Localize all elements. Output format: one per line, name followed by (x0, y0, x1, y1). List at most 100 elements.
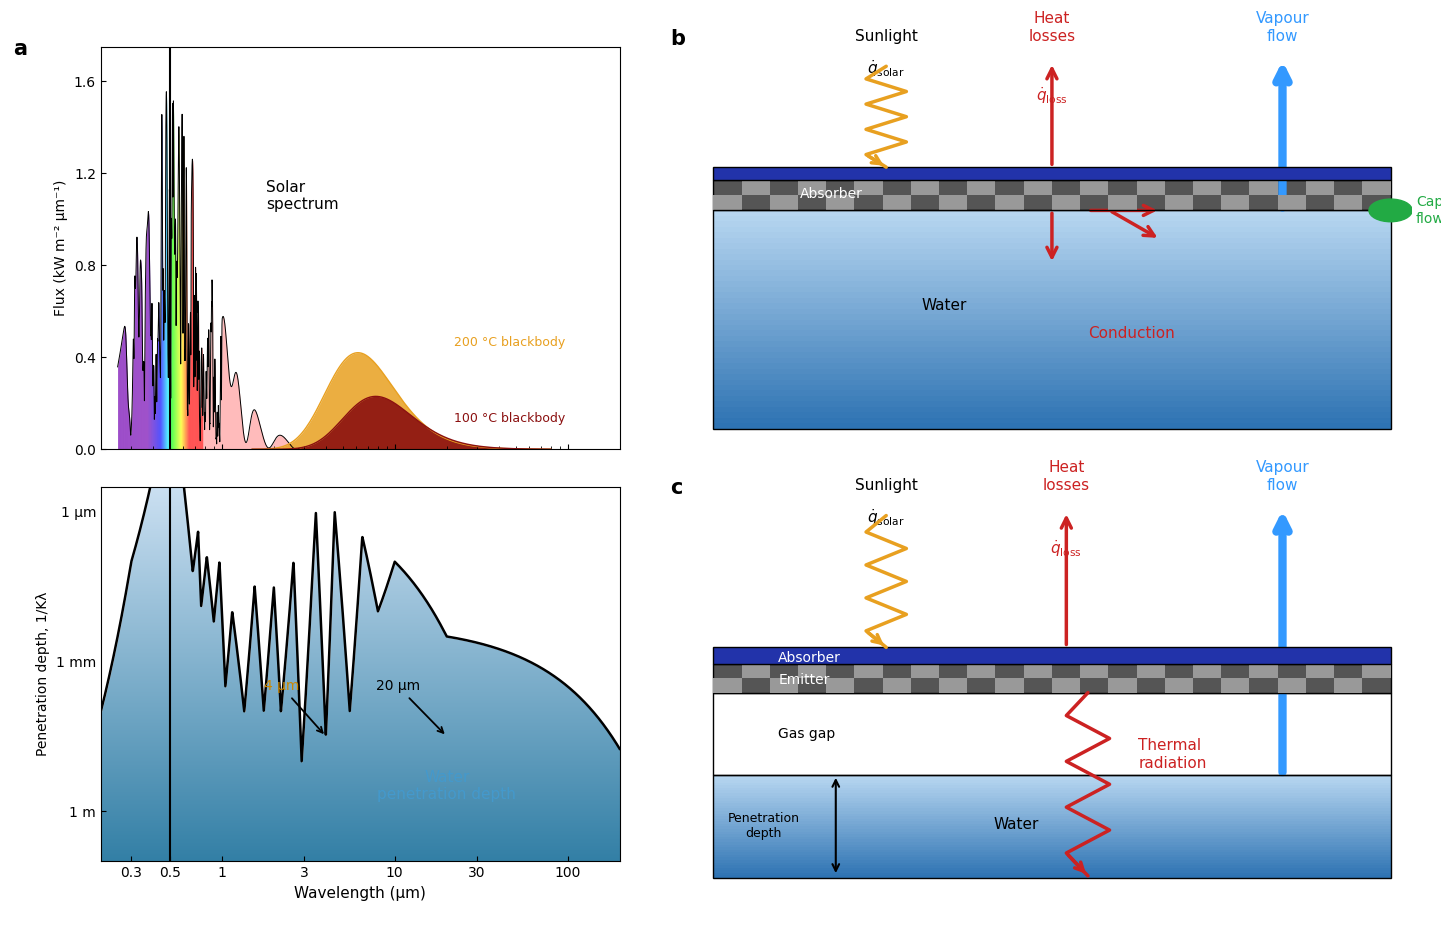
Bar (940, 195, 967, 211)
Bar (713, 292, 1391, 298)
Bar (713, 254, 1391, 259)
Bar (713, 243, 1391, 249)
Bar (713, 259, 1391, 265)
Bar (713, 782, 1391, 785)
Text: $\dot{q}_\mathrm{solar}$: $\dot{q}_\mathrm{solar}$ (867, 58, 905, 79)
Text: Water: Water (993, 817, 1039, 832)
Bar (713, 860, 1391, 863)
Text: Conduction: Conduction (1088, 327, 1174, 342)
Bar (713, 309, 1391, 314)
Bar (713, 369, 1391, 374)
Bar (996, 195, 1023, 211)
Bar (713, 363, 1391, 369)
Text: 200 °C blackbody: 200 °C blackbody (454, 336, 565, 349)
Bar (713, 870, 1391, 872)
Bar (713, 168, 1391, 180)
Bar (1108, 679, 1137, 693)
Bar (713, 857, 1391, 860)
Bar (713, 826, 1391, 829)
Bar (713, 693, 1391, 775)
Bar (713, 811, 1391, 813)
Bar (1193, 180, 1221, 195)
Bar (1278, 195, 1306, 211)
Bar (713, 396, 1391, 402)
Bar (1249, 180, 1278, 195)
Text: 4 μm: 4 μm (264, 680, 323, 733)
Text: Heat
losses: Heat losses (1029, 11, 1075, 44)
Text: Emitter: Emitter (778, 673, 830, 687)
Bar (713, 286, 1391, 292)
Text: Heat
losses: Heat losses (1043, 461, 1089, 493)
Text: Vapour
flow: Vapour flow (1255, 461, 1310, 493)
Text: Water
penetration depth: Water penetration depth (378, 770, 516, 802)
Text: b: b (670, 29, 684, 50)
Text: Penetration
depth: Penetration depth (728, 812, 800, 841)
Bar (798, 180, 826, 195)
Bar (713, 423, 1391, 429)
X-axis label: Wavelength (μm): Wavelength (μm) (294, 885, 427, 900)
Bar (713, 195, 742, 211)
Bar (713, 788, 1391, 790)
Bar (882, 679, 911, 693)
Bar (1137, 180, 1164, 195)
Bar (1362, 664, 1391, 679)
Bar (1278, 679, 1306, 693)
Bar (1108, 195, 1137, 211)
Bar (713, 847, 1391, 850)
Bar (826, 195, 855, 211)
Bar (713, 781, 1391, 782)
Bar (713, 796, 1391, 798)
Bar (713, 380, 1391, 385)
Y-axis label: Flux (kW m⁻² μm⁻¹): Flux (kW m⁻² μm⁻¹) (55, 180, 68, 316)
Bar (1052, 195, 1081, 211)
Bar (713, 319, 1391, 325)
Text: Sunlight: Sunlight (855, 478, 918, 493)
Bar (1081, 664, 1108, 679)
Bar (713, 407, 1391, 413)
Bar (713, 238, 1391, 243)
Bar (1193, 664, 1221, 679)
Bar (713, 793, 1391, 796)
Bar (911, 180, 940, 195)
Bar (713, 868, 1391, 870)
Text: Water: Water (921, 298, 967, 313)
Bar (882, 195, 911, 211)
Bar (996, 679, 1023, 693)
Bar (713, 850, 1391, 852)
Bar (713, 325, 1391, 330)
Text: Gas gap: Gas gap (778, 727, 836, 740)
Bar (713, 385, 1391, 390)
Bar (1137, 664, 1164, 679)
Text: Capillary
flow: Capillary flow (1417, 196, 1441, 226)
Bar (713, 813, 1391, 816)
Bar (742, 664, 769, 679)
Bar (826, 679, 855, 693)
Bar (1052, 679, 1081, 693)
Text: Vapour
flow: Vapour flow (1255, 11, 1310, 44)
Bar (713, 831, 1391, 834)
Bar (713, 790, 1391, 793)
Bar (713, 809, 1391, 811)
Bar (713, 249, 1391, 254)
Bar (713, 852, 1391, 855)
Text: Thermal
radiation: Thermal radiation (1138, 739, 1206, 770)
Bar (713, 303, 1391, 309)
Bar (713, 282, 1391, 286)
Bar (713, 342, 1391, 347)
Bar (713, 211, 1391, 429)
Bar (713, 863, 1391, 865)
Bar (713, 842, 1391, 844)
Text: a: a (13, 38, 27, 59)
Bar (713, 330, 1391, 336)
Bar (769, 195, 798, 211)
Text: c: c (670, 478, 683, 499)
Bar (713, 413, 1391, 417)
Bar (713, 336, 1391, 342)
Bar (1221, 679, 1249, 693)
Bar (713, 347, 1391, 352)
Text: 100 °C blackbody: 100 °C blackbody (454, 412, 565, 425)
Bar (713, 834, 1391, 837)
Bar (713, 221, 1391, 227)
Bar (713, 374, 1391, 380)
Bar (713, 824, 1391, 826)
